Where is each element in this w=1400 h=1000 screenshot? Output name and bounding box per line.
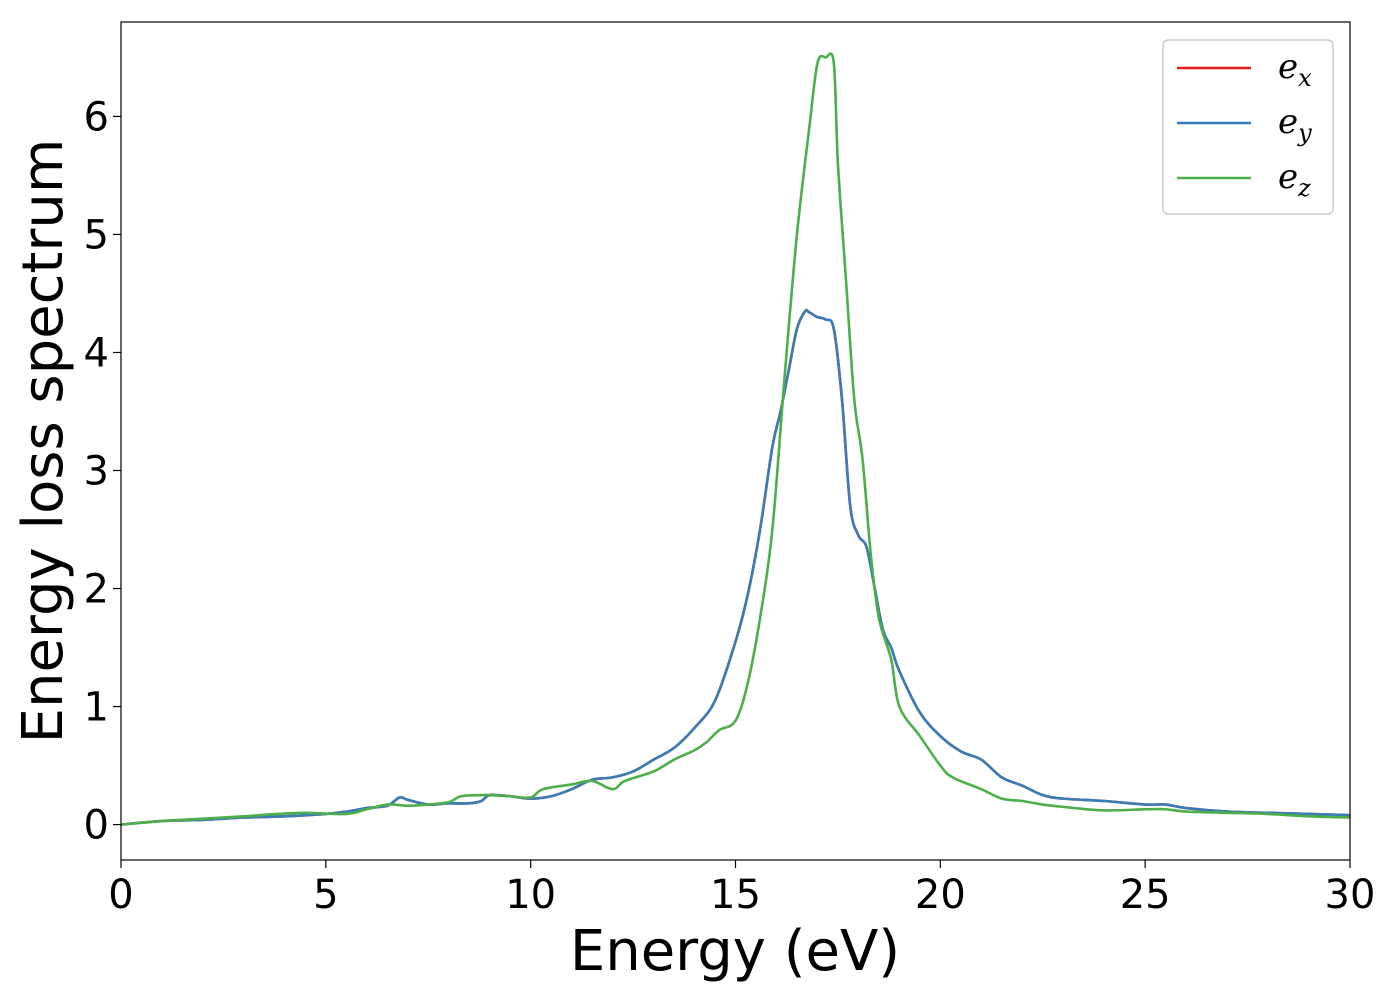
y-axis-label: Energy loss spectrum — [11, 139, 76, 744]
x-tick-label: 20 — [915, 872, 966, 918]
x-tick-label: 5 — [313, 872, 338, 918]
series-line-e-z — [121, 52, 1350, 826]
y-tick-label: 6 — [84, 94, 109, 140]
x-axis-label: Energy (eV) — [570, 919, 900, 984]
x-tick-label: 30 — [1325, 872, 1376, 918]
y-tick-label: 5 — [84, 212, 109, 258]
x-tick-label: 25 — [1120, 872, 1171, 918]
x-axis-ticks: 0 5 10 15 20 25 30 — [108, 860, 1375, 918]
x-tick-label: 15 — [710, 872, 761, 918]
series-layer — [121, 52, 1350, 826]
legend-box — [1162, 39, 1334, 215]
x-tick-label: 10 — [505, 872, 556, 918]
y-tick-label: 3 — [84, 449, 109, 495]
y-tick-label: 1 — [84, 685, 109, 731]
x-tick-label: 0 — [108, 872, 133, 918]
y-axis-ticks: 0 1 2 3 4 5 6 — [84, 94, 121, 849]
y-tick-label: 0 — [84, 803, 109, 849]
series-line-e-y — [121, 308, 1350, 826]
y-tick-label: 2 — [84, 567, 109, 613]
y-tick-label: 4 — [84, 330, 109, 376]
